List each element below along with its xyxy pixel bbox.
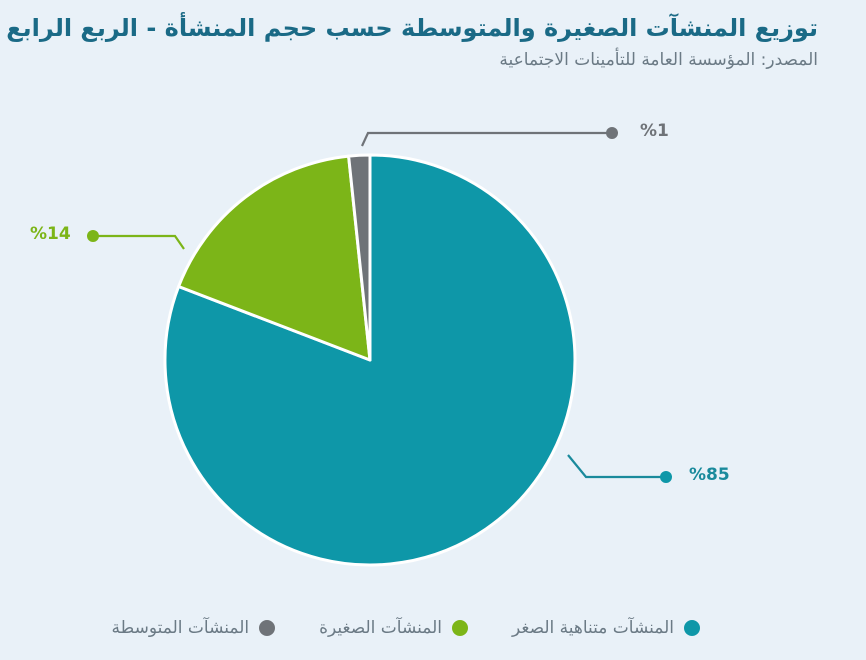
leader-line-medium (361, 131, 611, 147)
label-micro: %85 (689, 465, 730, 485)
slice-medium[interactable] (347, 153, 372, 362)
leader-line-small (93, 234, 185, 250)
leader-dot-medium (606, 127, 618, 139)
slice-small[interactable] (177, 154, 372, 362)
legend-label-medium: المنشآت المتوسطة (111, 618, 250, 638)
label-small: %14 (30, 224, 71, 244)
legend-item-micro[interactable]: المنشآت متناهية الصغر (512, 618, 700, 638)
legend-label-micro: المنشآت متناهية الصغر (512, 618, 674, 638)
slice-micro[interactable] (163, 153, 577, 567)
leader-dot-micro (660, 471, 672, 483)
legend-label-small: المنشآت الصغيرة (319, 618, 442, 638)
legend-dot-small-icon (452, 620, 468, 636)
chart-subtitle: المصدر: المؤسسة العامة للتأمينات الاجتما… (499, 50, 818, 70)
legend-item-small[interactable]: المنشآت الصغيرة (319, 618, 468, 638)
legend-item-medium[interactable]: المنشآت المتوسطة (112, 618, 276, 638)
leader-line-micro (567, 454, 666, 479)
legend-dot-medium-icon (259, 620, 276, 636)
legend: المنشآت متناهية الصغر المنشآت الصغيرة ال… (112, 618, 700, 638)
legend-dot-micro-icon (684, 620, 700, 636)
leader-dot-small (87, 230, 99, 242)
label-medium: %1 (640, 121, 669, 141)
chart-title: توزيع المنشآت الصغيرة والمتوسطة حسب حجم … (0, 14, 818, 42)
